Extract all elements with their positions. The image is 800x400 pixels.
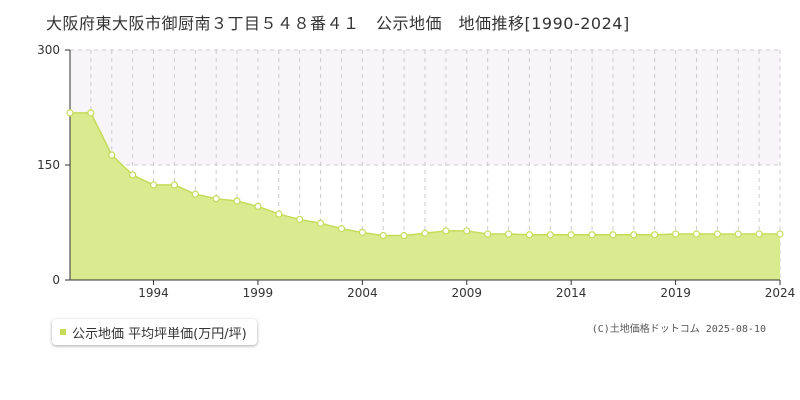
legend: 公示地価 平均坪単価(万円/坪) xyxy=(52,319,257,345)
data-point xyxy=(588,231,596,239)
x-tick-label: 1999 xyxy=(243,286,274,300)
data-point xyxy=(87,109,95,117)
data-point xyxy=(651,231,659,239)
data-point xyxy=(671,230,680,238)
data-point xyxy=(546,231,554,239)
data-point xyxy=(170,181,179,189)
y-tick-label: 150 xyxy=(37,158,60,172)
data-point xyxy=(504,230,513,238)
data-point xyxy=(567,231,575,239)
data-point xyxy=(275,210,283,218)
data-point xyxy=(254,202,262,210)
x-tick-label: 2024 xyxy=(765,286,796,300)
x-tick-label: 2009 xyxy=(451,286,482,300)
legend-label: 公示地価 平均坪単価(万円/坪) xyxy=(72,326,247,342)
x-tick-label: 2014 xyxy=(556,286,587,300)
x-tick-label: 1994 xyxy=(138,286,169,300)
data-point xyxy=(609,231,617,239)
data-point xyxy=(484,230,492,238)
legend-swatch xyxy=(60,329,66,335)
data-point xyxy=(379,231,387,240)
data-point xyxy=(296,215,304,224)
data-point xyxy=(233,197,241,205)
y-tick-label: 300 xyxy=(37,43,60,57)
data-point xyxy=(212,195,220,203)
data-point xyxy=(316,219,325,227)
data-point xyxy=(337,225,346,233)
x-tick-label: 2019 xyxy=(660,286,691,300)
credit-text: (C)土地価格ドットコム 2025-08-10 xyxy=(591,324,766,335)
data-point xyxy=(525,231,534,239)
data-point xyxy=(149,181,158,189)
data-point xyxy=(776,230,784,238)
data-point xyxy=(734,230,742,238)
data-point xyxy=(421,229,429,237)
data-point xyxy=(755,230,763,238)
chart-title: 大阪府東大阪市御厨南３丁目５４８番４１ 公示地価 地価推移[1990-2024] xyxy=(46,14,630,33)
data-point xyxy=(692,230,701,238)
data-point xyxy=(129,171,137,179)
data-point xyxy=(400,231,408,240)
data-point xyxy=(713,230,721,238)
data-point xyxy=(630,231,638,239)
data-point xyxy=(358,228,366,237)
data-point xyxy=(442,227,450,235)
data-point xyxy=(463,227,471,235)
y-tick-label: 0 xyxy=(52,273,60,287)
area-fill xyxy=(70,112,780,280)
data-point xyxy=(108,151,116,159)
x-tick-label: 2004 xyxy=(347,286,378,300)
data-point xyxy=(191,190,199,198)
data-point xyxy=(66,109,74,117)
